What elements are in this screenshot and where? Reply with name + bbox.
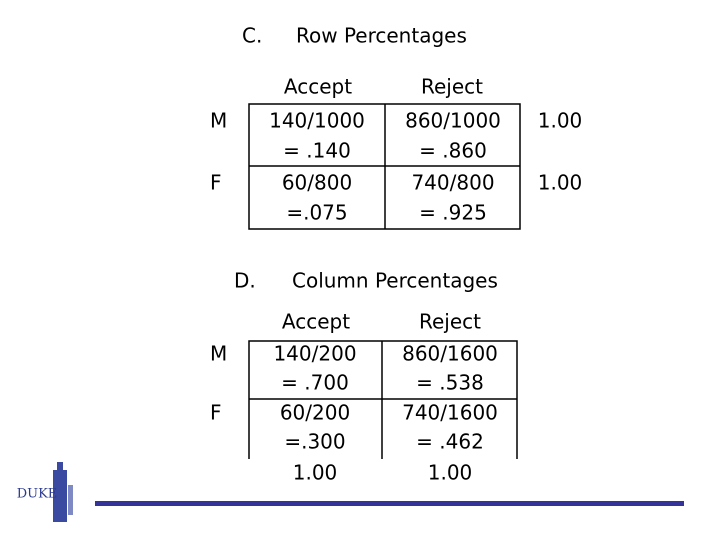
cell-result: = .860 [419, 139, 487, 163]
row-label: F [210, 171, 222, 195]
cell-fraction: 740/800 [411, 171, 494, 195]
cell-fraction: 140/200 [273, 342, 356, 366]
cell-result: =.075 [286, 201, 347, 225]
row-label: F [210, 401, 222, 425]
column-total: 1.00 [428, 461, 473, 485]
logo-text: DUKE [17, 487, 58, 502]
cell-fraction: 860/1000 [405, 109, 501, 133]
column-header: Reject [419, 310, 481, 334]
column-header: Accept [284, 75, 352, 99]
cell-result: =.300 [284, 430, 345, 454]
logo-wing [68, 485, 73, 515]
row-total: 1.00 [538, 171, 583, 195]
section-title: Row Percentages [296, 24, 467, 48]
cell-fraction: 860/1600 [402, 342, 498, 366]
cell-fraction: 740/1600 [402, 401, 498, 425]
column-total: 1.00 [293, 461, 338, 485]
cell-result: = .925 [419, 201, 487, 225]
section-label: C. [242, 24, 262, 48]
cell-fraction: 60/200 [280, 401, 350, 425]
logo-tower [53, 470, 67, 522]
section-title: Column Percentages [292, 269, 498, 293]
logo-spire [57, 462, 63, 472]
cell-result: = .538 [416, 371, 484, 395]
cell-result: = .462 [416, 430, 484, 454]
row-label: M [210, 342, 227, 366]
table-border [248, 340, 518, 459]
column-header: Accept [282, 310, 350, 334]
cell-result: = .140 [283, 139, 351, 163]
footer-rule [95, 501, 684, 506]
cell-fraction: 60/800 [282, 171, 352, 195]
cell-fraction: 140/1000 [269, 109, 365, 133]
logo: DUKE [17, 462, 73, 522]
row-total: 1.00 [538, 109, 583, 133]
column-header: Reject [421, 75, 483, 99]
cell-result: = .700 [281, 371, 349, 395]
section-label: D. [234, 269, 256, 293]
row-label: M [210, 109, 227, 133]
